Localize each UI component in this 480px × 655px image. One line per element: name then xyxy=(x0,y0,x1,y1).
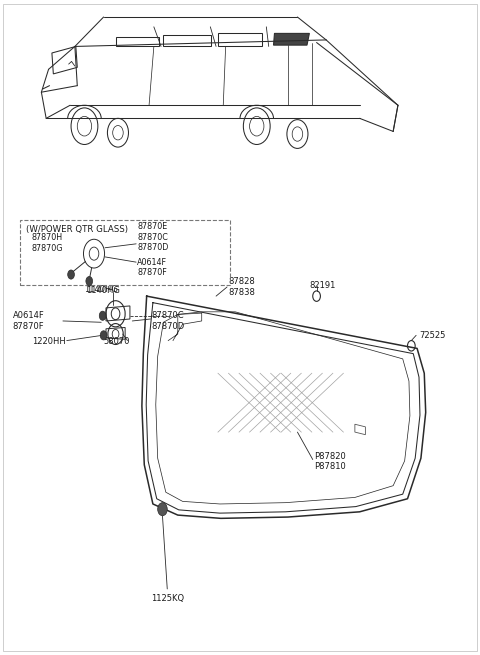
Polygon shape xyxy=(274,33,310,45)
Text: 58070: 58070 xyxy=(104,337,130,346)
Text: 72525: 72525 xyxy=(420,331,446,340)
Circle shape xyxy=(86,276,93,286)
Text: 1140HG: 1140HG xyxy=(84,285,119,294)
Text: (W/POWER QTR GLASS): (W/POWER QTR GLASS) xyxy=(25,225,128,234)
Text: 1140HG: 1140HG xyxy=(86,286,120,295)
Text: P87820
P87810: P87820 P87810 xyxy=(314,452,346,471)
Text: A0614F
87870F: A0614F 87870F xyxy=(137,257,167,277)
Circle shape xyxy=(68,270,74,279)
Text: 87870C
87870D: 87870C 87870D xyxy=(152,311,185,331)
Text: 87828
87838: 87828 87838 xyxy=(228,277,255,297)
Text: 82191: 82191 xyxy=(310,280,336,290)
Text: 87870E
87870C
87870D: 87870E 87870C 87870D xyxy=(137,223,168,252)
Circle shape xyxy=(100,331,107,340)
Circle shape xyxy=(99,311,106,320)
Text: 87870H
87870G: 87870H 87870G xyxy=(32,233,63,253)
Bar xyxy=(20,219,230,285)
Text: 1125KQ: 1125KQ xyxy=(151,594,184,603)
Text: A0614F
87870F: A0614F 87870F xyxy=(12,311,45,331)
Circle shape xyxy=(157,502,167,515)
Text: 1220HH: 1220HH xyxy=(32,337,66,346)
